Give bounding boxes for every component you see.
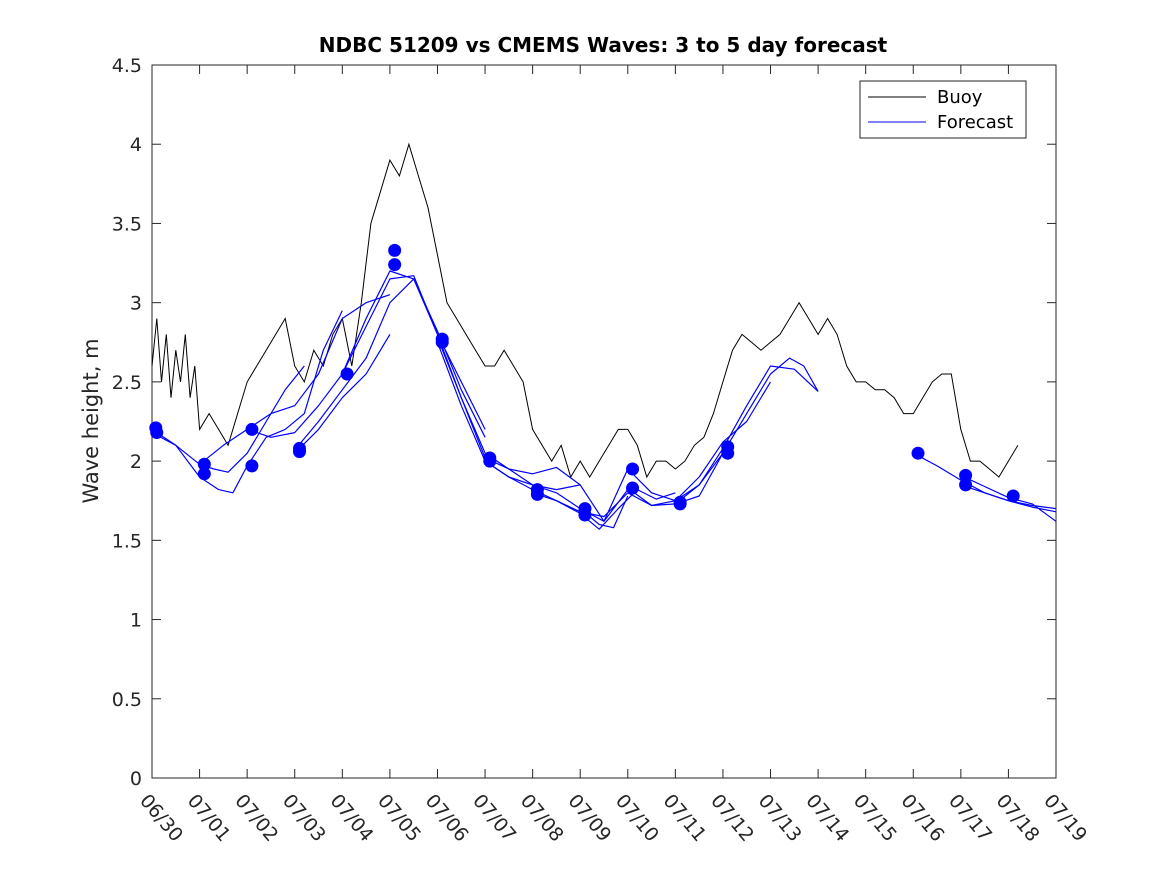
forecast-start-marker [721,446,735,460]
y-tick-label: 4 [130,134,142,156]
x-tick-label: 07/17 [944,790,996,846]
y-tick-label: 0.5 [112,689,142,711]
series-line-forecast-8 [436,342,629,529]
y-tick-label: 3.5 [112,213,142,235]
y-tick-label: 0 [130,768,142,790]
x-tick-label: 07/09 [563,790,615,846]
series-line-forecast-7 [436,337,629,522]
y-tick-label: 3 [130,293,142,315]
series-line-forecast-10 [532,452,724,518]
y-axis-label: Wave height, m [79,338,103,503]
legend-box [859,80,1027,139]
y-tick-label: 2.5 [112,372,142,394]
x-tick-label: 07/10 [611,790,663,846]
legend-forecast-label: Forecast [937,112,1013,133]
legend-buoy-label: Buoy [937,87,983,108]
legend: Buoy Forecast [859,80,1027,139]
x-tick-label: 07/12 [706,790,758,846]
forecast-start-marker [292,445,306,459]
forecast-start-marker [483,454,497,468]
x-tick-label: 07/02 [230,790,282,846]
forecast-start-marker [197,467,211,481]
x-tick-label: 07/16 [896,790,948,846]
forecast-start-marker [245,459,259,473]
x-tick-label: 07/07 [468,790,520,846]
x-tick-label: 07/06 [421,790,473,846]
forecast-start-marker [626,481,640,495]
forecast-start-marker [388,243,402,257]
forecast-start-marker [673,497,687,511]
forecast-start-marker [245,422,259,436]
forecast-start-marker [578,508,592,522]
forecast-start-marker [530,487,544,501]
series-line-forecast-2 [199,294,391,465]
forecast-start-marker [959,478,973,492]
x-tick-label: 06/30 [135,790,187,846]
forecast-start-marker [197,457,211,471]
series-line-forecast-5 [294,334,391,454]
y-tick-label: 1 [130,610,142,632]
x-tick-label: 07/14 [801,790,853,846]
series-line-forecast-16 [960,484,1057,513]
x-tick-label: 07/18 [992,790,1044,846]
x-tick-label: 07/13 [754,790,806,846]
forecast-start-marker [911,446,925,460]
forecast-start-marker [388,258,402,272]
forecast-start-marker [150,426,164,440]
series-line-forecast-9 [484,460,676,530]
series-line-forecast-13 [675,357,819,505]
y-tick-label: 2 [130,451,142,473]
forecast-start-marker [1006,489,1020,503]
series-line-forecast-4 [294,278,486,451]
forecast-start-marker [626,462,640,476]
forecast-start-marker [340,367,354,381]
series-line-buoy [151,142,1019,479]
forecast-start-marker [435,335,449,349]
x-tick-label: 07/08 [516,790,568,846]
x-tick-label: 07/04 [325,790,377,846]
y-tick-label: 1.5 [112,530,142,552]
chart-title: NDBC 51209 vs CMEMS Waves: 3 to 5 day fo… [319,33,888,57]
forecast-start-marker [959,468,973,482]
x-tick-label: 07/01 [183,790,235,846]
y-tick-label: 4.5 [112,55,142,77]
plot-area [149,142,1057,530]
x-tick-label: 07/03 [278,790,330,846]
x-tick-label: 07/11 [659,790,711,846]
x-tick-label: 07/05 [373,790,425,846]
series-line-forecast-0 [151,365,305,473]
x-tick-label: 07/15 [849,790,901,846]
x-tick-label: 07/19 [1039,790,1091,846]
plot-frame [151,64,1057,779]
